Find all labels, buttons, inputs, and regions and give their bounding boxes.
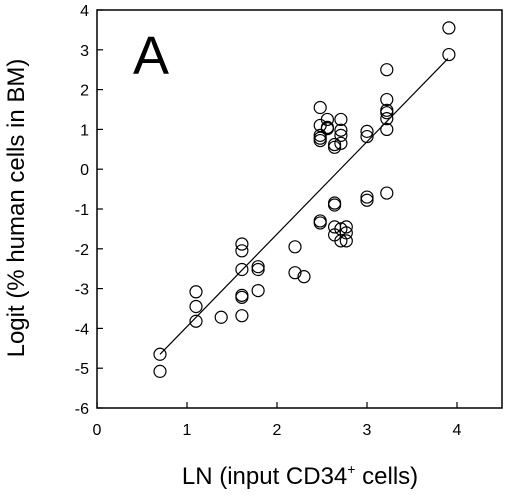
x-axis-label: LN (input CD34+ cells) xyxy=(182,461,418,490)
data-point xyxy=(313,216,327,230)
data-point xyxy=(235,237,249,251)
y-tick-label: 1 xyxy=(80,122,89,139)
data-point xyxy=(251,262,265,277)
y-tick-label: 2 xyxy=(80,83,89,100)
data-point xyxy=(288,266,302,280)
x-tick-label: 4 xyxy=(453,422,462,439)
x-axis-ticks: 0 1 2 3 4 xyxy=(93,402,462,439)
data-point xyxy=(297,270,311,284)
y-tick-label: -2 xyxy=(75,242,89,259)
data-point xyxy=(235,244,249,258)
data-point xyxy=(334,112,348,127)
data-point xyxy=(380,186,394,200)
data-point xyxy=(334,136,348,150)
data-point xyxy=(360,193,374,207)
x-tick-label: 3 xyxy=(363,422,372,439)
y-tick-label: -4 xyxy=(75,321,89,338)
data-point xyxy=(153,347,167,361)
data-point xyxy=(360,129,374,144)
data-point xyxy=(320,120,334,135)
data-point xyxy=(380,106,394,120)
data-point xyxy=(328,198,342,212)
data-point xyxy=(235,290,249,304)
regression-line-group xyxy=(159,58,449,355)
data-point xyxy=(313,100,327,115)
data-points xyxy=(153,21,456,378)
data-point xyxy=(380,122,394,136)
data-point xyxy=(442,47,456,62)
y-axis-ticks: -6 -5 -4 -3 -2 -1 0 1 2 3 4 xyxy=(75,3,103,418)
data-point xyxy=(313,128,327,142)
data-point xyxy=(380,112,394,126)
data-point xyxy=(328,137,342,152)
data-point xyxy=(380,92,394,107)
data-point xyxy=(328,140,342,154)
data-point xyxy=(313,133,327,148)
x-tick-label: 2 xyxy=(273,422,282,439)
regression-line xyxy=(159,58,449,355)
x-tick-label: 1 xyxy=(183,422,192,439)
y-axis-label: Logit (% human cells in BM) xyxy=(3,59,30,358)
data-point xyxy=(189,285,203,299)
y-tick-label: 0 xyxy=(80,162,89,179)
data-point xyxy=(442,21,456,35)
x-tick-label: 0 xyxy=(93,422,102,439)
data-point xyxy=(320,122,334,136)
data-point xyxy=(251,283,265,298)
data-point xyxy=(334,123,348,137)
data-point xyxy=(339,220,353,234)
data-point xyxy=(189,314,203,328)
data-point xyxy=(288,240,302,254)
y-tick-label: 3 xyxy=(80,43,89,60)
data-point xyxy=(235,262,249,277)
y-tick-label: -6 xyxy=(75,401,89,418)
data-point xyxy=(334,128,348,142)
panel-label: A xyxy=(133,26,169,86)
data-point xyxy=(380,63,394,77)
y-tick-label: -3 xyxy=(75,282,89,299)
data-point xyxy=(360,124,374,138)
data-point xyxy=(320,112,334,127)
data-point xyxy=(251,260,265,274)
data-point xyxy=(153,364,167,378)
y-tick-label: 4 xyxy=(80,3,89,20)
data-point xyxy=(235,309,249,323)
data-point xyxy=(360,190,374,204)
data-point xyxy=(339,234,353,248)
y-tick-label: -5 xyxy=(75,361,89,378)
data-point xyxy=(214,310,228,324)
data-point xyxy=(339,226,353,240)
y-tick-label: -1 xyxy=(75,202,89,219)
data-point xyxy=(189,299,203,314)
